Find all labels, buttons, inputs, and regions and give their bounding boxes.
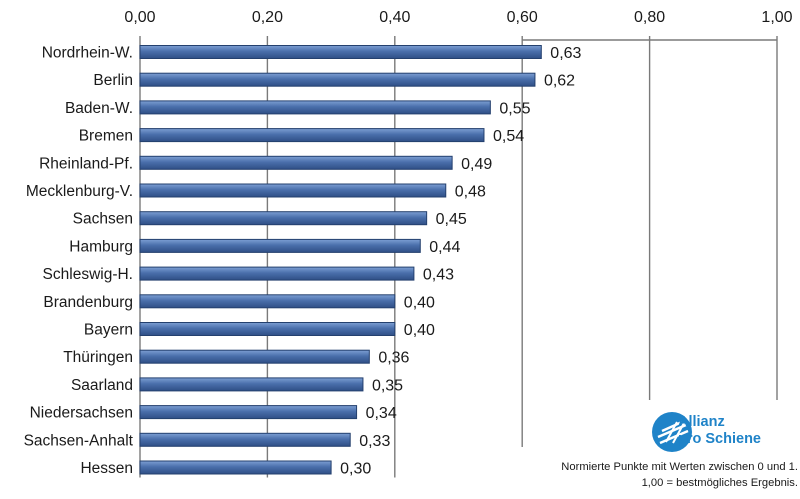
x-tick-label: 0,40 [379, 9, 410, 26]
bar [139, 211, 428, 226]
x-tick-label: 0,20 [252, 9, 283, 26]
bars [139, 45, 542, 475]
category-labels: Nordrhein-W. Berlin Baden-W. Bremen Rheinlan… [24, 45, 134, 478]
category-label: Nordrhein-W. [42, 45, 133, 62]
logo-wordmark: Allianz pro Schiene [678, 414, 761, 448]
value-label: 0,44 [429, 239, 460, 256]
x-tick-label: 0,60 [507, 9, 538, 26]
category-label: Niedersachsen [30, 405, 133, 422]
x-tick-label: 0,00 [124, 9, 155, 26]
logo-line-1: Allianz [678, 414, 725, 430]
bar [139, 294, 396, 309]
category-label: Brandenburg [43, 294, 133, 311]
value-label: 0,34 [366, 405, 397, 422]
allianz-pro-schiene-logo [652, 412, 692, 452]
category-label: Thüringen [63, 349, 133, 366]
bar [139, 349, 370, 364]
value-label: 0,40 [404, 322, 435, 339]
bar [139, 183, 447, 198]
category-label: Bremen [79, 128, 133, 145]
value-label: 0,33 [359, 433, 390, 450]
value-label: 0,48 [455, 184, 486, 201]
category-label: Schleswig-H. [43, 266, 133, 283]
value-label: 0,54 [493, 128, 524, 145]
value-label: 0,40 [404, 294, 435, 311]
value-label: 0,55 [499, 100, 530, 117]
value-label: 0,62 [544, 73, 575, 90]
bar [139, 128, 485, 143]
bar [139, 322, 396, 336]
bar [139, 155, 453, 170]
category-label: Sachsen-Anhalt [24, 432, 134, 449]
bar [139, 45, 542, 59]
bar [139, 72, 536, 87]
value-label: 0,35 [372, 377, 403, 394]
bar [139, 238, 421, 253]
bar [139, 266, 415, 281]
x-axis-tick-labels: 0,00 0,20 0,40 0,60 0,80 1,00 [124, 9, 792, 26]
category-label: Berlin [93, 72, 133, 89]
logo-line-2: pro Schiene [678, 431, 761, 447]
value-labels: 0,63 0,62 0,55 0,540,49 0,48 0,45 0,44 0,43 0,40… [340, 45, 581, 478]
category-label: Rheinland-Pf. [39, 155, 133, 172]
value-label: 0,30 [340, 461, 371, 478]
category-label: Saarland [71, 377, 133, 394]
bar [139, 405, 358, 420]
footnote-line-2: 1,00 = bestmögliches Ergebnis. [641, 477, 798, 489]
footnote-line-1: Normierte Punkte mit Werten zwischen 0 u… [561, 461, 798, 473]
x-tick-label: 0,80 [634, 9, 665, 26]
category-label: Baden-W. [65, 100, 133, 117]
category-label: Sachsen [73, 211, 133, 228]
category-label: Hessen [80, 460, 133, 477]
bar [139, 432, 351, 447]
value-label: 0,49 [461, 156, 492, 173]
value-label: 0,45 [436, 211, 467, 228]
category-label: Bayern [84, 322, 133, 339]
bar [139, 460, 332, 475]
category-label: Mecklenburg-V. [26, 183, 133, 200]
footnote: Normierte Punkte mit Werten zwischen 0 u… [508, 459, 798, 491]
value-label: 0,43 [423, 267, 454, 284]
category-label: Hamburg [69, 238, 133, 255]
value-label: 0,63 [550, 45, 581, 62]
x-tick-label: 1,00 [761, 9, 792, 26]
bar [139, 100, 491, 115]
value-label: 0,36 [378, 350, 409, 367]
bar [139, 377, 364, 392]
